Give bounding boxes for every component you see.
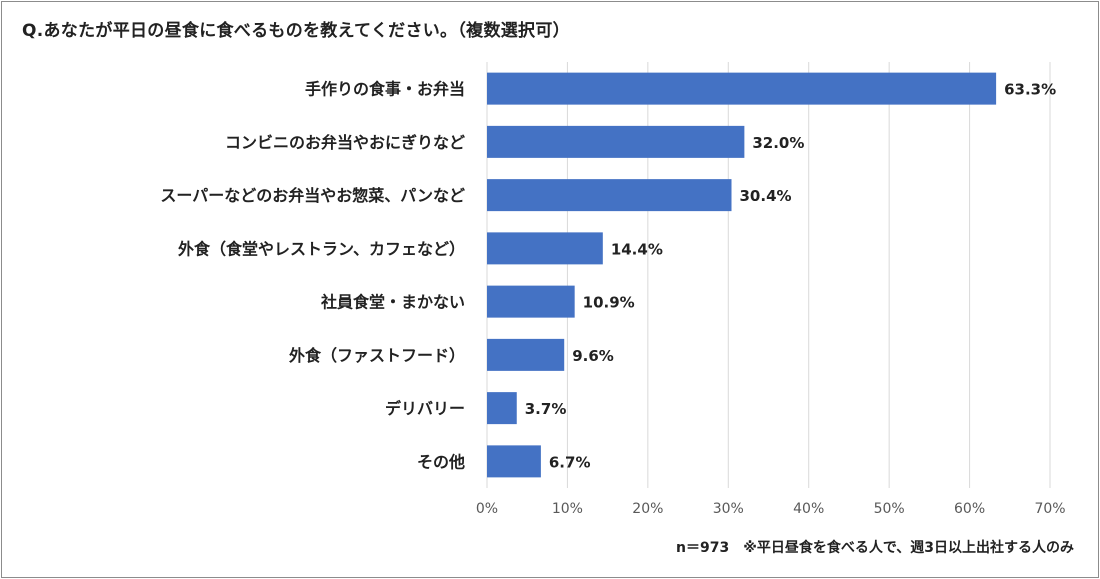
category-label: スーパーなどのお弁当やお惣菜、パンなど (160, 186, 465, 205)
x-tick-label: 30% (713, 501, 744, 517)
x-tick-label: 20% (632, 501, 663, 517)
bar (487, 125, 745, 158)
chart-title: Q.あなたが平日の昼食に食べるものを教えてください。（複数選択可） (22, 21, 570, 41)
data-label: 63.3% (1004, 81, 1056, 99)
x-tick-label: 10% (552, 501, 583, 517)
x-tick-label: 50% (874, 501, 905, 517)
category-labels: 手作りの食事・お弁当コンビニのお弁当やおにぎりなどスーパーなどのお弁当やお惣菜、… (160, 80, 465, 472)
data-labels: 63.3% 32.0% 30.4% 14.4% 10.9% 9.6% 3.7% 6.7% (525, 81, 1056, 472)
data-label: 14.4% (611, 240, 663, 258)
category-label: 社員食堂・まかない (320, 293, 465, 312)
data-label: 32.0% (752, 134, 804, 152)
data-label: 3.7% (525, 400, 567, 418)
x-tick-label: 70% (1034, 501, 1065, 517)
x-tick-label: 0% (476, 501, 498, 517)
bars (487, 72, 997, 478)
data-label: 30.4% (740, 187, 792, 205)
x-tick-label: 40% (793, 501, 824, 517)
bar (487, 72, 997, 105)
bar (487, 392, 517, 425)
bar (487, 285, 575, 318)
sample-size-footnote: n＝973 ※平日昼食を食べる人で、週3日以上出社する人のみ (676, 540, 1074, 556)
data-label: 9.6% (572, 347, 614, 365)
category-label: デリバリー (385, 399, 465, 418)
category-label: その他 (417, 452, 465, 471)
category-label: コンビニのお弁当やおにぎりなど (225, 133, 465, 152)
category-label: 外食（食堂やレストラン、カフェなど） (177, 239, 465, 258)
bar (487, 338, 565, 371)
category-label: 外食（ファストフード） (288, 346, 465, 365)
bar (487, 179, 732, 212)
data-label: 6.7% (549, 453, 591, 471)
data-label: 10.9% (583, 294, 635, 312)
bar (487, 445, 541, 478)
gridlines (486, 62, 1051, 488)
category-label: 手作りの食事・お弁当 (305, 80, 465, 99)
x-tick-label: 60% (954, 501, 985, 517)
x-axis-tick-labels: 0% 10% 20% 30% 40% 50% 60% 70% (476, 501, 1066, 517)
bar (487, 232, 603, 265)
